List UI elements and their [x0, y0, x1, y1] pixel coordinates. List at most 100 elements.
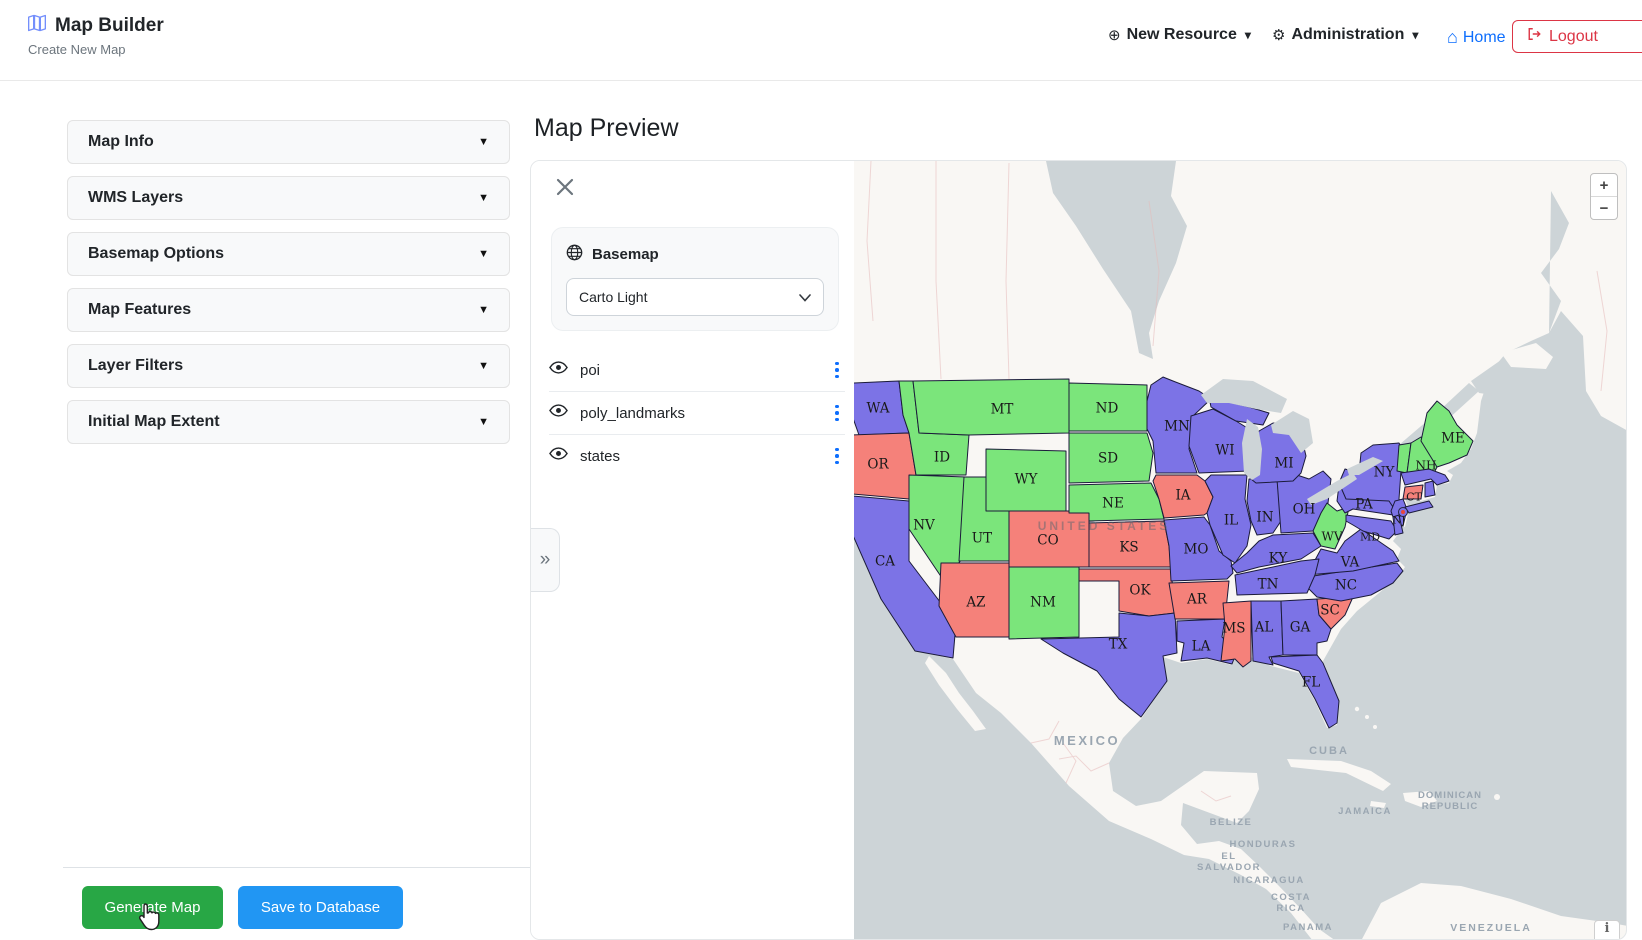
- generate-map-button[interactable]: Generate Map: [82, 886, 223, 929]
- basemap-card: Basemap Carto Light: [551, 227, 839, 331]
- state-label-CO: CO: [1037, 533, 1058, 549]
- state-label-MT: MT: [991, 402, 1014, 418]
- state-MD: [1345, 514, 1398, 540]
- accordion-section-map-features[interactable]: Map Features ▼: [67, 288, 510, 332]
- state-label-WY: WY: [1015, 472, 1039, 488]
- state-label-ME: ME: [1441, 431, 1465, 447]
- eye-visibility-icon[interactable]: [549, 447, 568, 465]
- kebab-menu-icon[interactable]: [829, 404, 845, 422]
- administration-menu[interactable]: ⚙ Administration ▾: [1272, 26, 1419, 44]
- attribution-button[interactable]: i: [1594, 920, 1620, 939]
- app-header: Map Builder Create New Map ⊕ New Resourc…: [0, 0, 1642, 81]
- double-chevron-right-icon: »: [539, 549, 551, 570]
- state-label-PA: PA: [1355, 497, 1373, 513]
- state-label-NJ: NJ: [1393, 516, 1406, 527]
- state-label-TX: TX: [1109, 637, 1128, 653]
- basemap-place-label: CUBA: [1309, 745, 1349, 757]
- eye-visibility-icon[interactable]: [549, 361, 568, 379]
- state-label-NE: NE: [1102, 496, 1124, 512]
- state-label-NC: NC: [1335, 578, 1357, 594]
- close-icon[interactable]: [555, 177, 575, 197]
- basemap-place-label: DOMINICAN: [1418, 790, 1482, 801]
- globe-icon: [566, 244, 583, 265]
- kebab-menu-icon[interactable]: [829, 361, 845, 379]
- state-RI: [1424, 480, 1436, 498]
- accordion-arrow-icon: ▼: [478, 360, 489, 372]
- zoom-in-button[interactable]: +: [1599, 176, 1609, 194]
- layer-name: poly_landmarks: [580, 404, 686, 422]
- state-label-UT: UT: [972, 531, 992, 547]
- brand: Map Builder Create New Map: [27, 14, 164, 57]
- state-label-MI: MI: [1274, 456, 1293, 472]
- accordion-section-wms-layers[interactable]: WMS Layers ▼: [67, 176, 510, 220]
- home-link[interactable]: ⌂ Home: [1447, 27, 1506, 47]
- state-label-AZ: AZ: [965, 595, 985, 611]
- state-IL: [1204, 474, 1252, 564]
- basemap-select[interactable]: Carto Light: [566, 278, 824, 316]
- basemap-place-label: MEXICO: [1054, 733, 1120, 748]
- state-AZ: [938, 562, 1010, 638]
- state-label-IA: IA: [1175, 488, 1190, 504]
- accordion-section-initial-map-extent[interactable]: Initial Map Extent ▼: [67, 400, 510, 444]
- state-CT: [1402, 484, 1424, 500]
- new-resource-menu[interactable]: ⊕ New Resource ▾: [1108, 26, 1251, 44]
- accordion-section-basemap-options[interactable]: Basemap Options ▼: [67, 232, 510, 276]
- state-NM: [1008, 566, 1080, 640]
- accordion-section-map-info[interactable]: Map Info ▼: [67, 120, 510, 164]
- state-label-OK: OK: [1129, 583, 1151, 599]
- map-svg[interactable]: UNITED STATES MEXICO CUBA JAMAICA DOMINICAN R…: [815, 161, 1627, 940]
- basemap-selected-value: Carto Light: [579, 289, 648, 305]
- state-IA: [1152, 474, 1214, 519]
- zoom-out-button[interactable]: −: [1591, 196, 1617, 219]
- layer-row-states: states: [549, 435, 845, 477]
- state-MA: [1400, 468, 1450, 486]
- layer-row-poly_landmarks: poly_landmarks: [549, 392, 845, 435]
- layer-name: poi: [580, 361, 601, 379]
- state-VA: [1306, 528, 1400, 576]
- state-label-FL: FL: [1302, 675, 1320, 691]
- gear-icon: ⚙: [1272, 27, 1286, 44]
- state-label-WV: WV: [1322, 530, 1343, 544]
- basemap-place-label: VENEZUELA: [1450, 922, 1532, 934]
- basemap-place-label: RICA: [1276, 903, 1305, 914]
- panel-collapse-handle[interactable]: »: [531, 528, 560, 592]
- state-label-AR: AR: [1186, 592, 1208, 608]
- sidebar-footer: Generate Map Save to Database: [63, 867, 530, 929]
- state-MT: [912, 378, 1070, 436]
- layer-name: states: [580, 447, 621, 465]
- basemap-place-label: COSTA: [1271, 892, 1311, 903]
- state-label-ID: ID: [934, 450, 950, 466]
- accordion-label: Layer Filters: [88, 357, 184, 374]
- accordion-label: Map Info: [88, 133, 154, 150]
- accordion-section-layer-filters[interactable]: Layer Filters ▼: [67, 344, 510, 388]
- map-canvas[interactable]: UNITED STATES MEXICO CUBA JAMAICA DOMINICAN R…: [815, 161, 1627, 940]
- zoom-control: + −: [1590, 173, 1618, 220]
- basemap-place-label: JAMAICA: [1338, 806, 1392, 817]
- basemap-place-label: SALVADOR: [1197, 862, 1261, 873]
- logout-icon: [1527, 27, 1542, 46]
- state-label-SD: SD: [1098, 451, 1118, 467]
- accordion-arrow-icon: ▼: [478, 304, 489, 316]
- state-label-KS: KS: [1119, 540, 1138, 556]
- app-title: Map Builder: [55, 14, 164, 36]
- caret-down-icon: ▾: [1244, 28, 1251, 42]
- kebab-menu-icon[interactable]: [829, 447, 845, 465]
- state-label-MO: MO: [1184, 542, 1209, 558]
- layer-row-poi: poi: [549, 349, 845, 392]
- state-label-NH: NH: [1416, 459, 1437, 473]
- state-label-CT: CT: [1406, 491, 1422, 504]
- basemap-place-label: UNITED STATES: [1038, 519, 1171, 533]
- state-label-OR: OR: [867, 457, 889, 473]
- state-label-ND: ND: [1096, 401, 1119, 417]
- state-TN: [1234, 558, 1320, 596]
- state-ME: [1420, 400, 1474, 468]
- save-to-database-button[interactable]: Save to Database: [238, 886, 403, 929]
- basemap-place-label: NICARAGUA: [1233, 875, 1305, 886]
- accordion-arrow-icon: ▼: [478, 192, 489, 204]
- logout-button[interactable]: Logout: [1512, 20, 1642, 53]
- eye-visibility-icon[interactable]: [549, 404, 568, 422]
- accordion-arrow-icon: ▼: [478, 416, 489, 428]
